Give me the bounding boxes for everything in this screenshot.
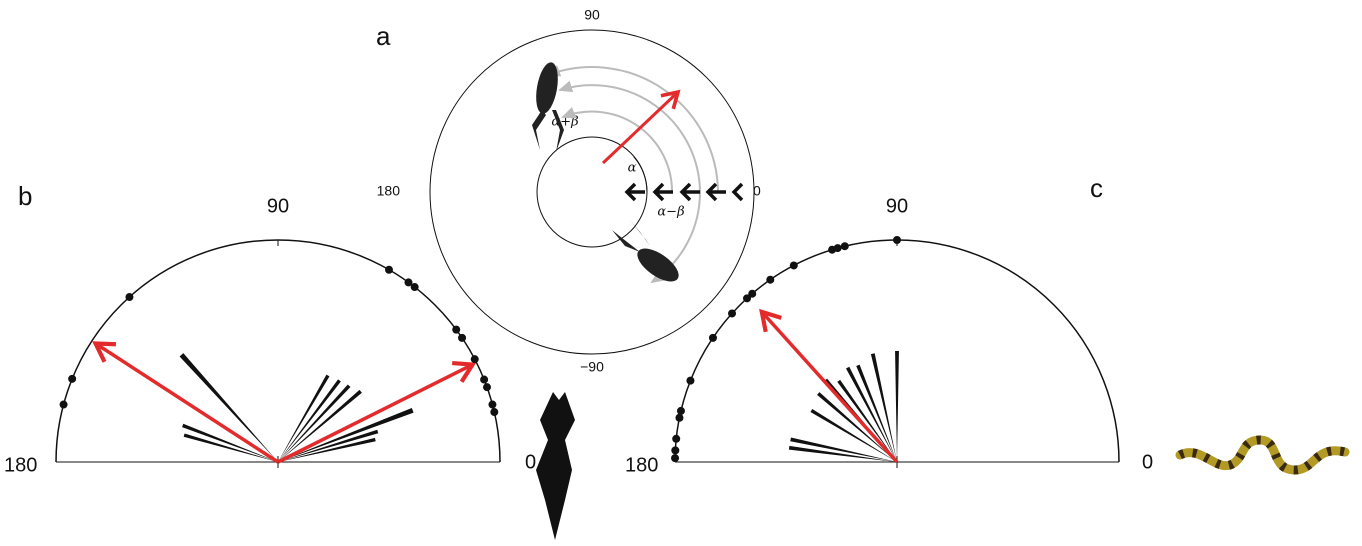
angle-label: 90 (886, 195, 908, 217)
bat-silhouette (536, 392, 575, 540)
figure: a 90 −90 180 0 α+β α α−β b 90 (0, 0, 1362, 546)
semicircle (56, 240, 500, 462)
data-point (672, 435, 680, 443)
rose-bar (895, 351, 899, 462)
angle-label: 180 (625, 454, 658, 476)
data-point (480, 376, 488, 384)
data-point (766, 276, 774, 284)
gray-arrow (563, 112, 672, 192)
data-point (458, 334, 466, 342)
angle-label: 180 (377, 183, 401, 199)
data-point (60, 401, 68, 409)
mean-vector (762, 312, 897, 462)
frog-lower (612, 220, 684, 288)
data-point (790, 261, 798, 269)
data-point (471, 355, 479, 363)
frog-upper (532, 61, 564, 152)
outer-circle (430, 30, 754, 354)
panel-b: b 90 180 0 (4, 181, 536, 476)
data-point (452, 326, 460, 334)
panel-c: c 90 180 0 (625, 173, 1153, 476)
data-point (411, 283, 419, 291)
data-point (675, 414, 683, 422)
rose-bar (184, 433, 278, 462)
data-point (68, 375, 76, 383)
data-point (671, 446, 679, 454)
panel-label: a (376, 21, 391, 51)
data-point (828, 246, 836, 254)
response-arrow (603, 92, 678, 163)
snake (1180, 440, 1345, 470)
data-point (893, 236, 901, 244)
stimulus-arrows (627, 184, 742, 200)
panel-a: a 90 −90 180 0 α+β α α−β (376, 7, 761, 375)
data-point (743, 294, 751, 302)
data-point (728, 309, 736, 317)
data-point (488, 401, 496, 409)
data-point (671, 454, 679, 462)
angle-label: 0 (525, 451, 536, 473)
angle-label: 0 (1142, 451, 1153, 473)
angle-label: −90 (580, 359, 604, 375)
data-point (490, 408, 498, 416)
panel-label: b (18, 181, 32, 211)
data-point (841, 242, 849, 250)
data-point (483, 383, 491, 391)
panel-label: c (1090, 173, 1103, 203)
data-point (385, 266, 393, 274)
angle-label: 90 (584, 7, 600, 23)
angle-name: α (628, 161, 637, 176)
angle-name: α−β (657, 205, 684, 220)
data-point (677, 407, 685, 415)
data-point (686, 377, 694, 385)
rose-bar (817, 392, 897, 462)
angle-label: 90 (267, 195, 289, 217)
data-point (125, 293, 133, 301)
data-point (709, 334, 717, 342)
angle-label: 180 (4, 454, 37, 476)
angle-label: 0 (753, 183, 761, 199)
rose-bar (810, 409, 897, 462)
